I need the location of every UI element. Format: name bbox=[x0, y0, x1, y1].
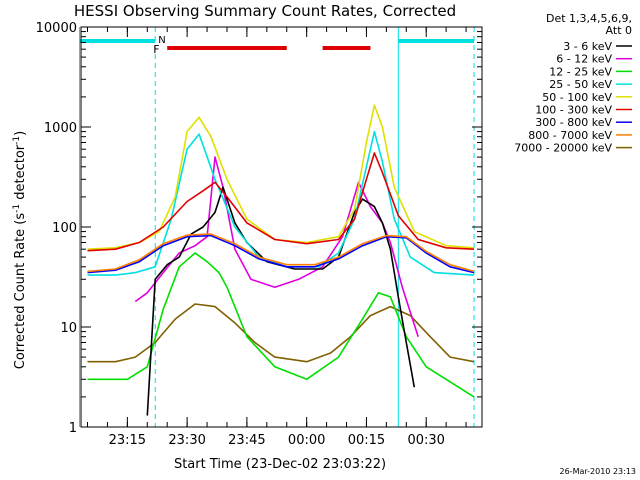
legend-entry-label: 7000 - 20000 keV bbox=[514, 142, 612, 155]
x-tick-label: 00:30 bbox=[407, 433, 444, 448]
y-tick-label: 100 bbox=[52, 221, 77, 236]
y-axis-label-main: Corrected Count Rate (s bbox=[13, 213, 28, 370]
x-tick-label: 23:45 bbox=[228, 433, 265, 448]
legend-entry-label: 50 - 100 keV bbox=[542, 91, 612, 104]
y-tick-label: 10000 bbox=[36, 21, 77, 36]
series-line-3-6-kev bbox=[146, 186, 416, 416]
legend-entry-label: 800 - 7000 keV bbox=[528, 129, 612, 142]
time-markers: NF bbox=[79, 27, 475, 427]
y-axis: 1 10 100 1000 10000 bbox=[36, 21, 482, 436]
legend-entry-label: 300 - 800 keV bbox=[535, 116, 612, 129]
series-line-7000-20000-kev bbox=[87, 303, 475, 363]
y-tick-label: 1 bbox=[69, 421, 77, 436]
legend-header-line: Det 1,3,4,5,6,9, bbox=[546, 12, 632, 25]
x-tick-label: 23:30 bbox=[168, 433, 205, 448]
series-line-12-25-kev bbox=[87, 252, 475, 398]
y-tick-label: 1000 bbox=[44, 121, 77, 136]
series-line-100-300-kev bbox=[87, 152, 475, 252]
plot-frame bbox=[80, 26, 483, 428]
legend-entry-label: 25 - 50 keV bbox=[549, 78, 612, 91]
series-line-25-50-kev bbox=[87, 130, 475, 276]
night-marker-label: N bbox=[158, 35, 165, 46]
x-axis-label: Start Time (23-Dec-02 23:03:22) bbox=[174, 457, 386, 472]
y-axis-label-end: ) bbox=[13, 131, 28, 136]
series-line-300-800-kev bbox=[87, 234, 475, 274]
y-axis-label-sup1: -1 bbox=[12, 204, 22, 213]
flare-marker-label: F bbox=[153, 43, 159, 56]
footer-date: 26-Mar-2010 23:13 bbox=[560, 467, 637, 476]
legend-header-line: Att 0 bbox=[606, 24, 632, 37]
y-axis-label: Corrected Count Rate (s-1 detector-1) bbox=[12, 131, 28, 369]
series-line-50-100-kev bbox=[87, 104, 475, 250]
x-tick-label: 00:15 bbox=[348, 433, 385, 448]
x-axis: 23:15 23:30 23:45 00:00 00:15 00:30 bbox=[87, 27, 467, 448]
series-line-800-7000-kev bbox=[87, 233, 475, 273]
legend-entry-label: 6 - 12 keV bbox=[556, 53, 612, 66]
legend-entry-label: 12 - 25 keV bbox=[549, 65, 612, 78]
y-axis-label-mid: detector bbox=[13, 144, 28, 204]
series-layer bbox=[87, 104, 475, 416]
x-tick-label: 23:15 bbox=[109, 433, 146, 448]
y-tick-label: 10 bbox=[60, 321, 77, 336]
y-axis-label-sup2: -1 bbox=[12, 136, 22, 145]
legend-entry-label: 3 - 6 keV bbox=[563, 40, 612, 53]
chart-title: HESSI Observing Summary Count Rates, Cor… bbox=[74, 2, 456, 20]
x-tick-label: 00:00 bbox=[288, 433, 325, 448]
legend-entry-label: 100 - 300 keV bbox=[535, 104, 612, 117]
